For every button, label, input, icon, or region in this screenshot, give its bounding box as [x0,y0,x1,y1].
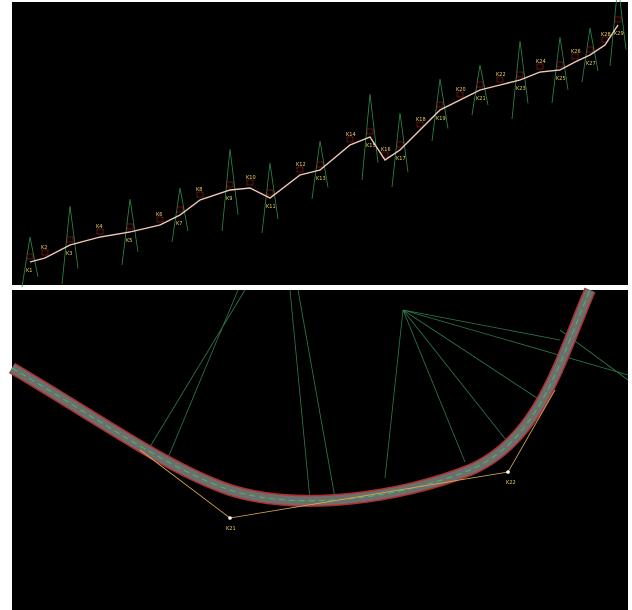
point-label: K15 [366,143,376,149]
point-label: K12 [296,162,306,168]
point-label: K10 [246,175,256,181]
point-label: K27 [586,61,596,67]
point-label: K2 [41,245,47,251]
point-label: K5 [126,238,132,244]
point-label: K19 [436,116,446,122]
vertex [506,470,510,474]
point-label: K25 [556,76,566,82]
point-label: K18 [416,117,426,123]
point-label: K13 [316,176,326,182]
point-label: K29 [614,31,624,37]
vertex-label: K21 [226,526,236,532]
bottom-panel [12,290,628,610]
point-label: K14 [346,132,356,138]
point-label: K17 [396,156,406,162]
point-label: K6 [156,212,162,218]
point-label: K20 [456,87,466,93]
point-label: K9 [226,196,232,202]
point-label: K8 [196,187,202,193]
point-label: K28 [601,32,611,38]
point-label: K16 [381,147,391,153]
point-label: K26 [571,49,581,55]
screenshot: K1 K2 K3 K4 K5 K6 K7 K8 K9 K10 K11 K12 K13 K14 K15 K16 K… [0,0,632,610]
point-label: K1 [26,268,32,274]
point-label: K22 [496,72,506,78]
point-label: K24 [536,59,546,65]
point-label: K11 [266,204,276,210]
page: K1 K2 K3 K4 K5 K6 K7 K8 K9 K10 K11 K12 K13 K14 K15 K16 K… [0,0,632,610]
point-label: K23 [516,86,526,92]
point-label: K3 [66,251,72,257]
vertex-label: K22 [506,480,516,486]
point-label: K21 [476,96,486,102]
vertex [228,516,232,520]
point-label: K4 [96,224,102,230]
point-label: K7 [176,221,182,227]
